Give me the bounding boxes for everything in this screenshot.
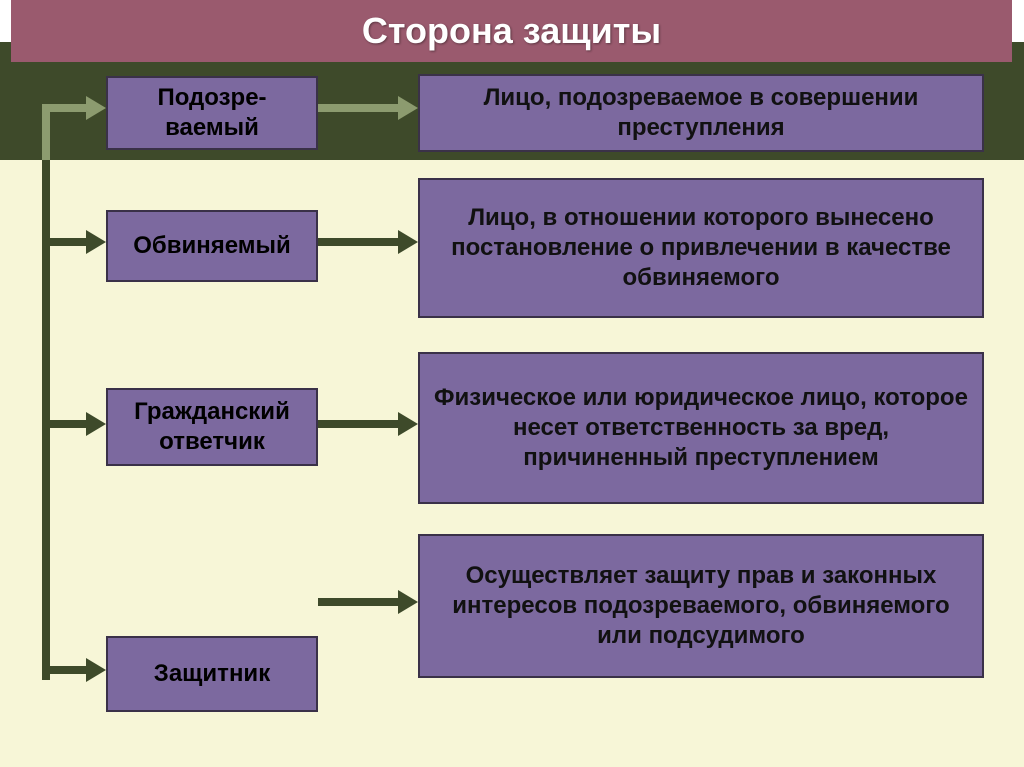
arrow-shaft bbox=[318, 420, 398, 428]
arrow-out-row2 bbox=[318, 420, 418, 428]
arrow-in-row0 bbox=[42, 104, 106, 112]
term-box-row2: Гражданский ответчик bbox=[106, 388, 318, 466]
arrow-out-row3 bbox=[318, 598, 418, 606]
arrow-shaft bbox=[42, 420, 86, 428]
arrow-in-row2 bbox=[42, 420, 106, 428]
title-bar: Сторона защиты bbox=[11, 0, 1012, 62]
arrow-shaft bbox=[318, 598, 398, 606]
arrow-head-icon bbox=[86, 658, 106, 682]
term-box-row1: Обвиняемый bbox=[106, 210, 318, 282]
arrow-shaft bbox=[318, 104, 398, 112]
term-box-row3: Защитник bbox=[106, 636, 318, 712]
arrow-in-row3 bbox=[42, 666, 106, 674]
arrow-head-icon bbox=[398, 230, 418, 254]
definition-box-row0: Лицо, подозреваемое в совершении преступ… bbox=[418, 74, 984, 152]
arrow-head-icon bbox=[86, 412, 106, 436]
arrow-shaft bbox=[42, 104, 86, 112]
definition-box-row2: Физическое или юридическое лицо, которое… bbox=[418, 352, 984, 504]
spine-top bbox=[42, 104, 50, 160]
diagram-canvas: Сторона защиты Подозре- ваемый Лицо, подоз… bbox=[0, 0, 1024, 767]
arrow-head-icon bbox=[398, 412, 418, 436]
arrow-out-row1 bbox=[318, 238, 418, 246]
term-box-row0: Подозре- ваемый bbox=[106, 76, 318, 150]
arrow-in-row1 bbox=[42, 238, 106, 246]
arrow-out-row0 bbox=[318, 104, 418, 112]
arrow-head-icon bbox=[398, 96, 418, 120]
arrow-head-icon bbox=[86, 96, 106, 120]
arrow-head-icon bbox=[86, 230, 106, 254]
definition-box-row3: Осуществляет защиту прав и законных инте… bbox=[418, 534, 984, 678]
arrow-shaft bbox=[42, 666, 86, 674]
arrow-shaft bbox=[318, 238, 398, 246]
arrow-head-icon bbox=[398, 590, 418, 614]
definition-box-row1: Лицо, в отношении которого вынесено пост… bbox=[418, 178, 984, 318]
arrow-shaft bbox=[42, 238, 86, 246]
